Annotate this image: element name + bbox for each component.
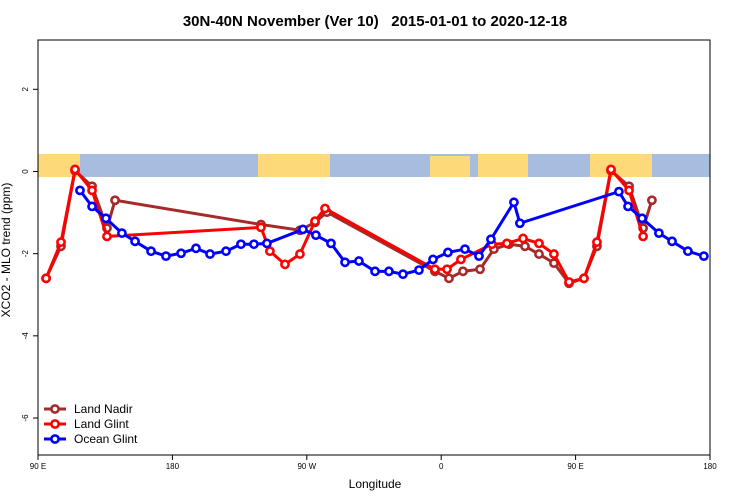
point bbox=[638, 231, 648, 242]
point bbox=[191, 243, 201, 254]
point bbox=[75, 185, 85, 196]
point bbox=[682, 246, 693, 257]
plot-frame bbox=[37, 39, 711, 456]
y-tick-label: -6 bbox=[21, 414, 30, 422]
point bbox=[502, 238, 512, 249]
point bbox=[592, 237, 602, 248]
point bbox=[698, 251, 709, 262]
point bbox=[444, 273, 454, 284]
y-tick-label: -4 bbox=[21, 332, 30, 340]
point bbox=[384, 266, 394, 277]
point bbox=[442, 264, 452, 275]
map-strip bbox=[38, 154, 710, 177]
point bbox=[87, 201, 97, 212]
point bbox=[460, 244, 470, 255]
point bbox=[280, 259, 290, 270]
point bbox=[579, 273, 589, 284]
point bbox=[414, 265, 424, 275]
y-tick-label: 2 bbox=[21, 87, 30, 92]
x-tick-label: 180 bbox=[703, 462, 717, 471]
point bbox=[87, 185, 97, 196]
point bbox=[256, 222, 266, 233]
point bbox=[298, 224, 308, 235]
y-axis-label: XCO2 - MLO trend (ppm) bbox=[0, 183, 13, 318]
legend-label: Land Nadir bbox=[74, 402, 133, 416]
point bbox=[320, 203, 330, 214]
point bbox=[654, 228, 664, 239]
point bbox=[475, 264, 485, 275]
x-tick-label: 180 bbox=[166, 462, 180, 471]
x-tick-label: 90 E bbox=[30, 462, 46, 471]
point bbox=[514, 218, 525, 229]
point bbox=[534, 238, 544, 249]
point bbox=[130, 236, 140, 247]
x-tick-label: 90 W bbox=[297, 462, 316, 471]
point bbox=[41, 273, 51, 284]
point bbox=[295, 249, 305, 259]
point bbox=[623, 201, 633, 212]
legend-marker bbox=[50, 404, 60, 414]
point bbox=[474, 251, 484, 262]
point bbox=[430, 264, 440, 275]
point bbox=[56, 237, 66, 248]
point bbox=[456, 254, 466, 265]
point bbox=[520, 241, 530, 252]
point bbox=[236, 239, 246, 250]
point bbox=[458, 266, 468, 277]
y-tick-label: 0 bbox=[21, 169, 30, 174]
point bbox=[265, 246, 275, 257]
point bbox=[354, 256, 364, 266]
x-axis-label: Longitude bbox=[349, 477, 402, 491]
point bbox=[624, 185, 634, 196]
point bbox=[249, 239, 259, 250]
point bbox=[110, 195, 120, 206]
y-tick-label: -2 bbox=[21, 250, 30, 258]
point bbox=[262, 238, 272, 249]
point bbox=[428, 254, 438, 265]
legend-marker bbox=[50, 419, 60, 429]
legend-label: Ocean Glint bbox=[74, 432, 138, 446]
point bbox=[606, 164, 616, 175]
point bbox=[509, 197, 519, 208]
point bbox=[326, 238, 336, 249]
x-tick-label: 0 bbox=[439, 462, 444, 471]
point bbox=[311, 230, 321, 241]
point bbox=[518, 233, 528, 244]
point bbox=[146, 246, 156, 257]
point bbox=[534, 249, 544, 259]
point bbox=[205, 249, 215, 259]
point bbox=[117, 228, 127, 239]
point bbox=[637, 213, 647, 224]
point bbox=[614, 186, 624, 197]
point bbox=[101, 213, 111, 224]
point bbox=[370, 266, 380, 277]
point bbox=[398, 269, 408, 280]
point bbox=[486, 234, 496, 245]
legend-label: Land Glint bbox=[74, 417, 129, 431]
point bbox=[176, 248, 186, 259]
point bbox=[340, 257, 350, 268]
point bbox=[221, 246, 231, 257]
point bbox=[647, 195, 657, 206]
point bbox=[310, 216, 320, 227]
point bbox=[549, 249, 559, 259]
point bbox=[667, 236, 677, 247]
x-tick-label: 90 E bbox=[567, 462, 583, 471]
point bbox=[102, 231, 112, 242]
point bbox=[161, 251, 171, 262]
chart-title: 30N-40N November (Ver 10) 2015-01-01 to … bbox=[183, 13, 567, 30]
point bbox=[443, 247, 453, 258]
point bbox=[70, 164, 80, 175]
legend-marker bbox=[50, 434, 60, 444]
point bbox=[564, 277, 574, 287]
